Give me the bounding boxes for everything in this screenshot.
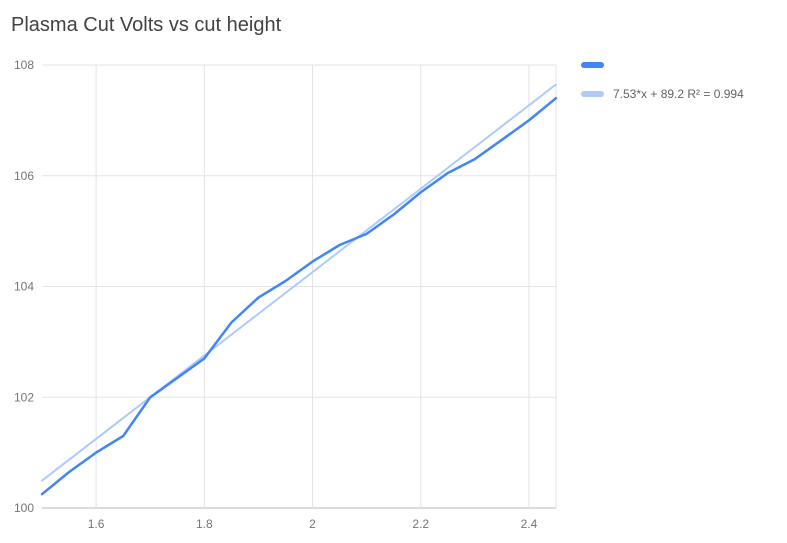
- y-tick-label: 100: [14, 501, 34, 515]
- trendline: [41, 83, 557, 482]
- x-tick-label: 1.8: [196, 517, 213, 531]
- series-line: [40, 96, 558, 496]
- legend-item-trendline: 7.53*x + 89.2 R² = 0.994: [581, 87, 744, 101]
- y-tick-label: 102: [14, 390, 34, 404]
- series-swatch: [581, 62, 604, 68]
- x-tick-label: 2.4: [521, 517, 538, 531]
- chart-title: Plasma Cut Volts vs cut height: [11, 14, 282, 36]
- y-tick-label: 104: [14, 280, 34, 294]
- y-tick-label: 108: [14, 58, 34, 72]
- y-tick-label: 106: [14, 169, 34, 183]
- trendline-label: 7.53*x + 89.2 R² = 0.994: [613, 87, 744, 101]
- x-tick-label: 2: [309, 517, 316, 531]
- x-tick-label: 2.2: [412, 517, 429, 531]
- legend-item-series: [581, 60, 744, 70]
- x-tick-label: 1.6: [88, 517, 105, 531]
- legend: 7.53*x + 89.2 R² = 0.994: [581, 60, 744, 101]
- trendline-swatch: [581, 91, 604, 97]
- plot-area: 100 102 104 106 108 1.6 1.8 2 2.2 2.4: [14, 58, 558, 531]
